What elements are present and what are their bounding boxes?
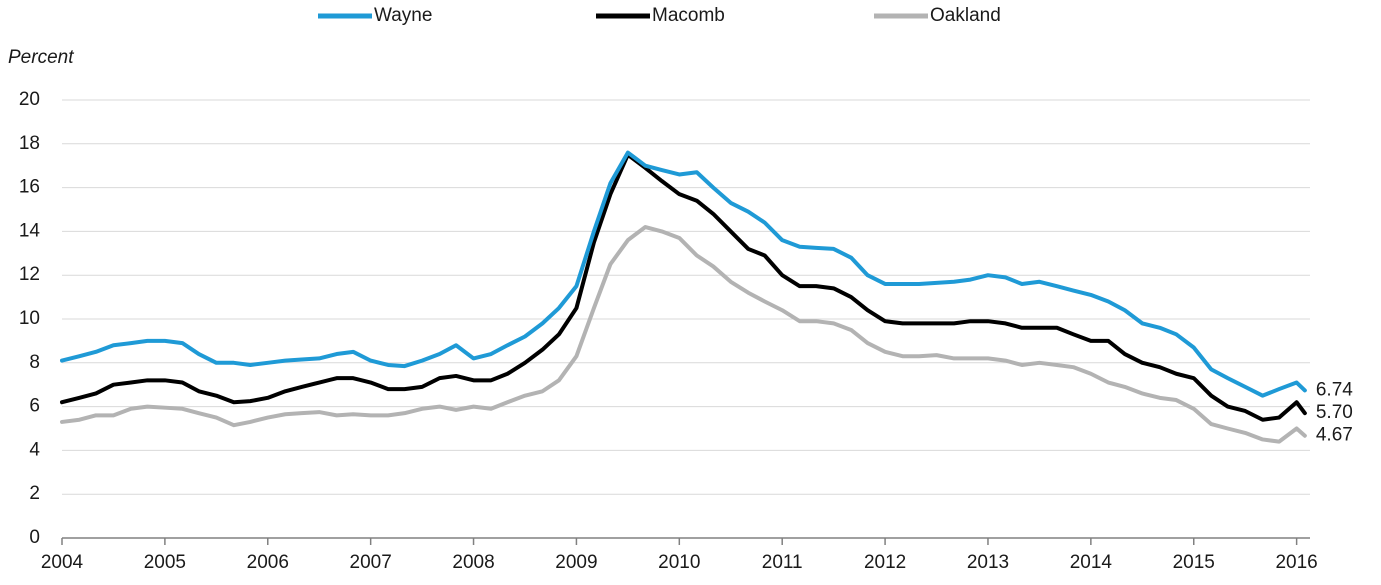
y-tick-label: 8 — [29, 352, 40, 373]
x-tick-label: 2004 — [41, 552, 84, 573]
y-tick-label: 4 — [29, 439, 40, 460]
value-label: 4.67 — [1316, 425, 1353, 446]
y-tick-label: 2 — [29, 483, 40, 504]
x-tick-label: 2009 — [555, 552, 597, 573]
series-line — [60, 150, 1307, 398]
y-axis-label: Percent — [8, 47, 74, 68]
legend-label: Oakland — [930, 5, 1001, 26]
value-label: 5.70 — [1316, 402, 1353, 423]
x-tick-label: 2014 — [1070, 552, 1113, 573]
y-tick-label: 16 — [19, 177, 40, 198]
x-tick-label: 2016 — [1275, 552, 1317, 573]
x-tick-label: 2013 — [967, 552, 1009, 573]
legend-label: Macomb — [652, 5, 725, 26]
x-tick-label: 2010 — [658, 552, 700, 573]
series-line — [60, 152, 1307, 422]
y-tick-label: 12 — [19, 264, 40, 285]
x-tick-label: 2006 — [247, 552, 289, 573]
x-tick-label: 2011 — [762, 552, 803, 573]
y-tick-label: 0 — [29, 527, 40, 548]
y-tick-label: 10 — [19, 308, 40, 329]
series-line — [60, 225, 1307, 444]
value-label: 6.74 — [1316, 379, 1353, 400]
x-tick-label: 2012 — [864, 552, 906, 573]
x-tick-label: 2007 — [350, 552, 392, 573]
x-tick-label: 2008 — [452, 552, 494, 573]
y-tick-label: 6 — [29, 396, 40, 417]
y-tick-label: 18 — [19, 133, 40, 154]
y-tick-label: 20 — [19, 89, 40, 110]
x-tick-label: 2005 — [144, 552, 186, 573]
legend-label: Wayne — [374, 5, 432, 26]
x-tick-label: 2015 — [1173, 552, 1215, 573]
y-tick-label: 14 — [19, 220, 41, 241]
